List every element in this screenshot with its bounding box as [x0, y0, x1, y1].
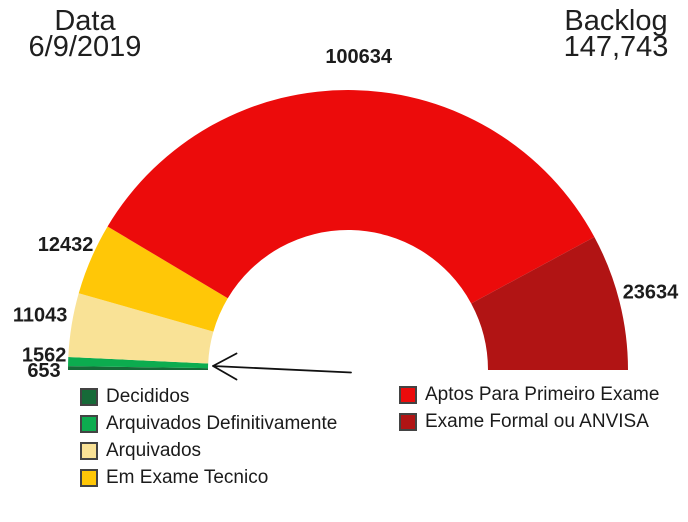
legend-column-left: Decididos Arquivados Definitivamente Arqui…: [80, 386, 338, 488]
slice-em-exame-tecnico: [78, 226, 228, 332]
legend-swatch-em-exame-tecnico: [80, 469, 98, 487]
legend-label: Arquivados Definitivamente: [106, 413, 338, 434]
legend-item-decididos: Decididos: [80, 386, 337, 407]
slice-aptos-para-primeiro-exame: [107, 89, 595, 304]
value-label-exame-formal-ou-anvisa: 23634: [623, 282, 679, 304]
annotation-arrow: [212, 352, 352, 381]
legend-swatch-arquivados-definitivamente: [80, 415, 98, 433]
legend-item-aptos-para-primeiro-exame: Aptos Para Primeiro Exame: [399, 384, 660, 405]
value-label-decididos: 653: [27, 360, 60, 382]
backlog-value: 147,743: [563, 31, 669, 63]
slice-arquivados-definitivamente: [68, 357, 209, 369]
date-value: 6/9/2019: [28, 31, 142, 63]
slice-arquivados: [68, 293, 214, 364]
legend-column-right: Aptos Para Primeiro Exame Exame Formal ou…: [399, 384, 660, 432]
date-block: Data 6/9/2019: [18, 5, 152, 63]
backlog-label: Backlog: [564, 5, 668, 37]
slice-decididos: [68, 366, 209, 370]
legend-label: Exame Formal ou ANVISA: [425, 411, 649, 432]
legend-label: Aptos Para Primeiro Exame: [425, 384, 660, 405]
legend-item-arquivados: Arquivados: [80, 440, 337, 461]
legend-swatch-exame-formal-ou-anvisa: [399, 413, 417, 431]
legend-swatch-decididos: [80, 388, 98, 406]
legend-item-arquivados-definitivamente: Arquivados Definitivamente: [80, 413, 338, 434]
legend-label: Decididos: [106, 386, 190, 407]
date-label: Data: [54, 5, 116, 37]
legend-swatch-aptos-para-primeiro-exame: [399, 386, 417, 404]
slice-exame-formal-ou-anvisa: [471, 236, 628, 370]
value-label-aptos-para-primeiro-exame: 100634: [325, 46, 393, 68]
value-label-arquivados-definitivamente: 1562: [22, 345, 67, 367]
legend-label: Arquivados: [106, 440, 202, 461]
value-label-arquivados: 11043: [13, 305, 68, 327]
backlog-block: Backlog 147,743: [553, 5, 679, 63]
legend-label: Em Exame Tecnico: [106, 467, 269, 488]
value-label-em-exame-tecnico: 12432: [38, 234, 94, 256]
donut-slices: [68, 89, 628, 370]
legend-item-exame-formal-ou-anvisa: Exame Formal ou ANVISA: [399, 411, 659, 432]
legend-swatch-arquivados: [80, 442, 98, 460]
legend-item-em-exame-tecnico: Em Exame Tecnico: [80, 467, 337, 488]
